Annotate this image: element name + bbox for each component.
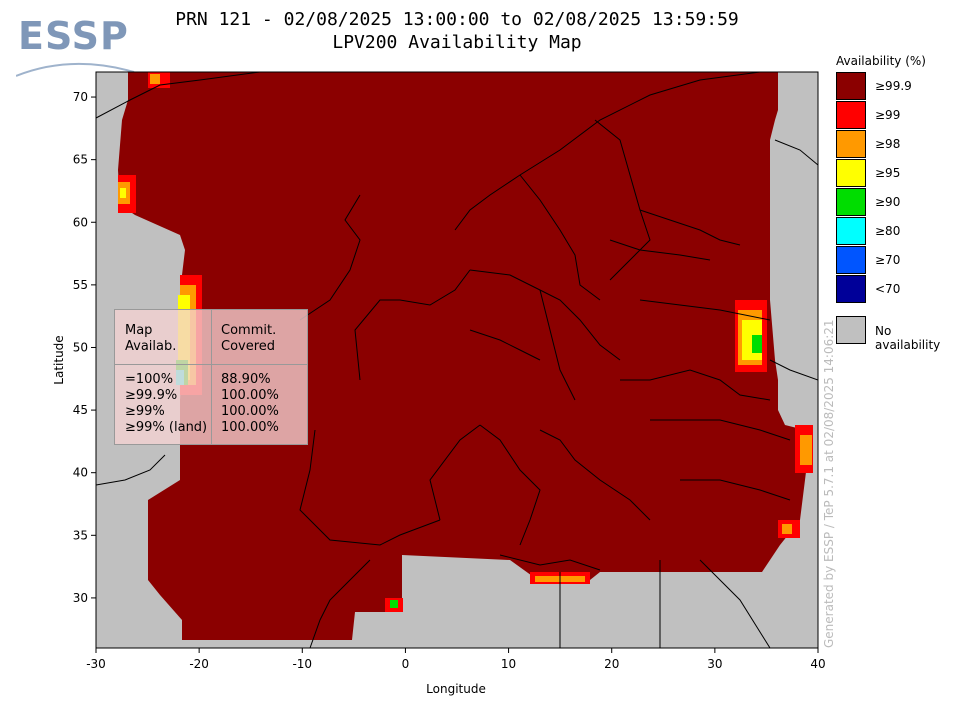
table-row-values: 88.90% 100.00% 100.00% 100.00%: [221, 372, 279, 436]
table-row-label: ≥99% (land): [125, 420, 208, 435]
x-tick-label: 30: [707, 657, 722, 671]
legend-swatch-no-availability: [836, 316, 866, 344]
legend-swatch: [836, 130, 866, 158]
plot-frame: [95, 71, 819, 649]
legend-swatch: [836, 159, 866, 187]
legend-swatch: [836, 217, 866, 245]
legend-swatch: [836, 246, 866, 274]
y-tick-label: 30: [73, 591, 88, 605]
table-divider-vertical: [211, 310, 212, 444]
x-tick-label: -20: [189, 657, 209, 671]
logo-text: ESSP: [18, 14, 129, 58]
table-divider-horizontal: [115, 364, 307, 365]
y-tick-label: 65: [73, 153, 88, 167]
legend-swatch: [836, 101, 866, 129]
map-subtitle: LPV200 Availability Map: [332, 32, 582, 53]
table-row-value: 100.00%: [221, 388, 279, 403]
table-row-value: 100.00%: [221, 420, 279, 435]
x-axis-label: Longitude: [426, 682, 486, 696]
availability-region: [118, 72, 810, 640]
y-tick-label: 50: [73, 340, 88, 354]
essp-logo: ESSP: [16, 14, 136, 84]
x-tick-label: 0: [402, 657, 410, 671]
legend-swatch: [836, 72, 866, 100]
y-tick-label: 70: [73, 90, 88, 104]
legend-label-no-availability: No availability: [875, 324, 941, 352]
y-tick-label: 40: [73, 466, 88, 480]
generated-by-watermark: Generated by ESSP / TeP 5.7.1 at 02/08/2…: [822, 319, 836, 648]
table-row-label: ≥99%: [125, 404, 165, 419]
legend-label: ≥99.9: [875, 79, 912, 93]
x-tick-label: 10: [501, 657, 516, 671]
legend-swatch: [836, 188, 866, 216]
col2-header-line1: Commit.: [221, 323, 277, 338]
legend-title: Availability (%): [836, 54, 926, 68]
col2-header-line2: Covered: [221, 339, 276, 354]
table-row-value: 88.90%: [221, 372, 271, 387]
legend-label: ≥90: [875, 195, 901, 209]
col1-header-line2: Availab.: [125, 339, 177, 354]
legend-label: ≥80: [875, 224, 901, 238]
x-tick-label: -30: [86, 657, 106, 671]
logo-swoosh: [16, 62, 135, 77]
y-axis-ticks: 30 35 40 45 50 55 60 65 70: [73, 90, 96, 605]
col1-header: Map Availab.: [125, 323, 176, 355]
y-tick-label: 45: [73, 403, 88, 417]
x-tick-label: 20: [604, 657, 619, 671]
table-row-label: ≥99.9%: [125, 388, 178, 403]
x-tick-label: 40: [810, 657, 825, 671]
table-row-labels: =100% ≥99.9% ≥99% ≥99% (land): [125, 372, 207, 436]
legend-label: ≥70: [875, 253, 901, 267]
table-row-label: =100%: [125, 372, 174, 387]
x-axis-ticks: -30 -20 -10 0 10 20 30 40: [86, 648, 826, 671]
col1-header-line1: Map: [125, 323, 153, 338]
legend-label: <70: [875, 282, 901, 296]
legend-label: ≥98: [875, 137, 901, 151]
y-tick-label: 60: [73, 215, 88, 229]
map-title: PRN 121 - 02/08/2025 13:00:00 to 02/08/2…: [175, 9, 739, 30]
legend-label: ≥95: [875, 166, 901, 180]
col2-header: Commit. Covered: [221, 323, 276, 355]
coverage-stats-table: Map Availab. Commit. Covered =100% ≥99.9…: [114, 309, 308, 445]
coastlines: [96, 72, 818, 648]
x-tick-label: -10: [292, 657, 312, 671]
y-tick-label: 55: [73, 278, 88, 292]
legend-label: ≥99: [875, 108, 901, 122]
y-tick-label: 35: [73, 528, 88, 542]
legend-swatch: [836, 275, 866, 303]
table-row-value: 100.00%: [221, 404, 279, 419]
y-axis-label: Latitude: [52, 335, 66, 384]
